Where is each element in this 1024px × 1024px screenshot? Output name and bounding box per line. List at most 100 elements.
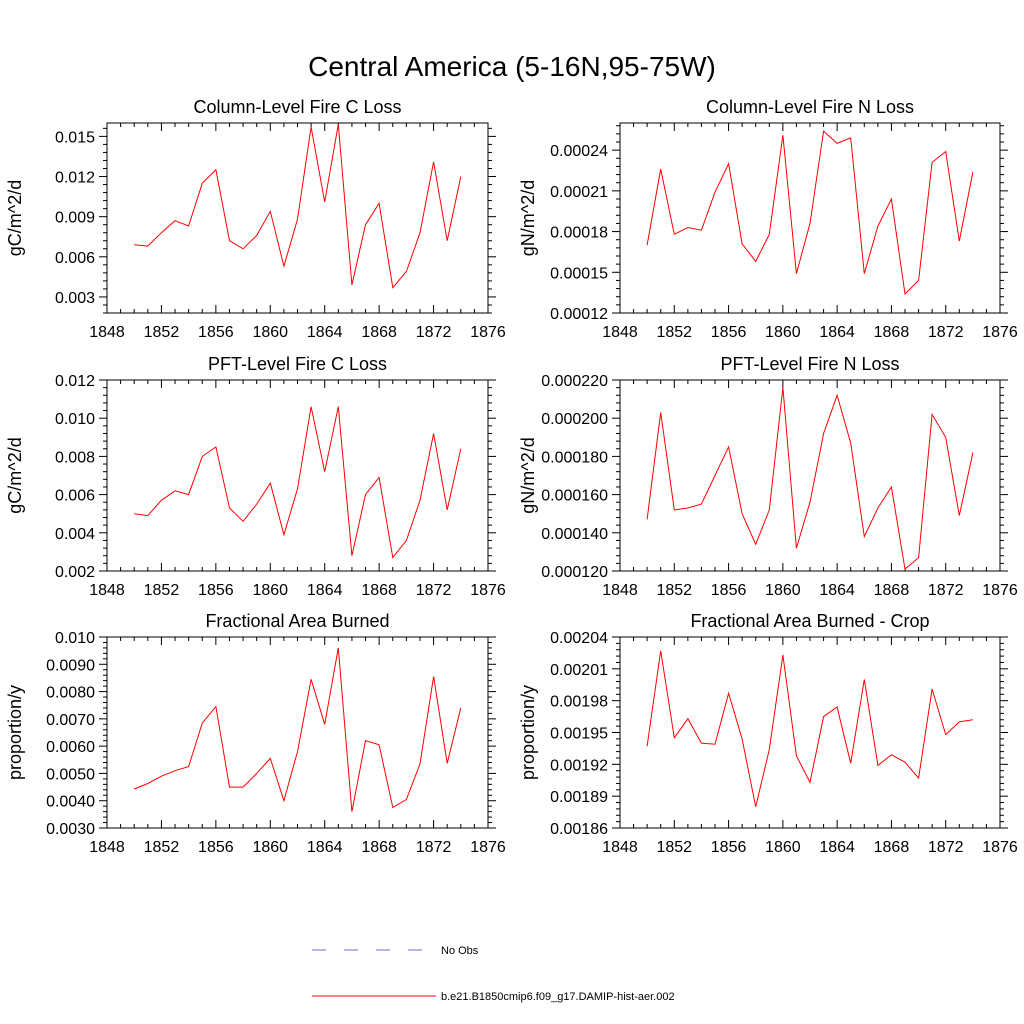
y-tick-label: 0.012 xyxy=(55,373,95,390)
y-tick-label: 0.00198 xyxy=(550,694,608,711)
x-tick-label: 1876 xyxy=(470,324,506,341)
y-tick-label: 0.00189 xyxy=(550,789,608,806)
panels: Column-Level Fire C Loss 1848 1852 1856 1860… xyxy=(5,97,1018,856)
y-tick-label: 0.00204 xyxy=(550,630,608,647)
y-tick-label: 0.006 xyxy=(55,488,95,505)
plot-frame xyxy=(106,379,489,572)
y-tick-label: 0.004 xyxy=(55,526,95,543)
x-tick-label: 1868 xyxy=(361,582,397,599)
legend-model-label: b.e21.B1850cmip6.f09_g17.DAMIP-hist-aer.… xyxy=(441,991,675,1003)
x-tick-label: 1864 xyxy=(819,839,855,856)
x-tick-label: 1856 xyxy=(198,582,234,599)
y-tick-label: 0.000220 xyxy=(541,373,608,390)
x-tick-label: 1848 xyxy=(602,839,638,856)
x-tick-label: 1864 xyxy=(819,324,855,341)
x-tick-label: 1852 xyxy=(656,582,692,599)
x-tick-label: 1860 xyxy=(765,324,801,341)
y-tick-label: 0.000160 xyxy=(541,488,608,505)
y-tick-label: 0.00021 xyxy=(550,184,608,201)
y-axis-label: proportion/y xyxy=(5,685,25,780)
y-axis-label: gC/m^2/d xyxy=(5,180,25,256)
y-tick-label: 0.010 xyxy=(55,411,95,428)
y-tick-label: 0.0070 xyxy=(46,712,95,729)
y-tick-label: 0.009 xyxy=(55,210,95,227)
panel-title: Column-Level Fire C Loss xyxy=(193,97,401,117)
panel-2: Column-Level Fire N Loss 1848 1852 1856 1860… xyxy=(518,97,1018,341)
y-axis-label: gN/m^2/d xyxy=(518,180,538,256)
x-tick-label: 1864 xyxy=(307,324,343,341)
x-tick-label: 1868 xyxy=(874,324,910,341)
y-tick-label: 0.00015 xyxy=(550,265,608,282)
x-tick-label: 1852 xyxy=(144,839,180,856)
series-line xyxy=(646,130,974,296)
plot-frame xyxy=(619,379,1001,572)
x-tick-label: 1872 xyxy=(928,324,964,341)
x-tick-label: 1876 xyxy=(982,839,1018,856)
x-tick-label: 1876 xyxy=(982,582,1018,599)
y-tick-label: 0.00192 xyxy=(550,757,608,774)
y-tick-label: 0.010 xyxy=(55,630,95,647)
legend-obs-label: No Obs xyxy=(441,945,479,957)
y-tick-label: 0.0080 xyxy=(46,685,95,702)
x-tick-label: 1864 xyxy=(307,839,343,856)
panel-5: Fractional Area Burned 1848 1852 1856 1860 18… xyxy=(5,611,506,856)
x-tick-label: 1868 xyxy=(361,324,397,341)
x-tick-label: 1872 xyxy=(416,839,452,856)
panel-title: Fractional Area Burned xyxy=(205,611,389,631)
plot-frame xyxy=(619,636,1001,829)
plot-frame xyxy=(106,636,489,829)
x-tick-label: 1868 xyxy=(874,839,910,856)
y-tick-label: 0.0050 xyxy=(46,766,95,783)
y-tick-label: 0.00186 xyxy=(550,821,608,838)
panel-title: PFT-Level Fire N Loss xyxy=(720,354,899,374)
x-tick-label: 1872 xyxy=(416,324,452,341)
y-tick-label: 0.00024 xyxy=(550,143,608,160)
x-tick-label: 1848 xyxy=(89,839,125,856)
x-tick-label: 1852 xyxy=(656,324,692,341)
legend: No Obs b.e21.B1850cmip6.f09_g17.DAMIP-hi… xyxy=(312,945,675,1003)
y-tick-label: 0.002 xyxy=(55,564,95,581)
y-tick-label: 0.015 xyxy=(55,129,95,146)
x-tick-label: 1856 xyxy=(711,324,747,341)
panel-title: PFT-Level Fire C Loss xyxy=(208,354,387,374)
figure-title: Central America (5-16N,95-75W) xyxy=(308,51,716,82)
y-tick-label: 0.00195 xyxy=(550,726,608,743)
x-tick-label: 1860 xyxy=(252,582,288,599)
y-tick-label: 0.0030 xyxy=(46,821,95,838)
panel-1: Column-Level Fire C Loss 1848 1852 1856 1860… xyxy=(5,97,506,341)
series-line xyxy=(134,406,462,559)
series-line xyxy=(646,650,973,807)
x-tick-label: 1872 xyxy=(416,582,452,599)
series-line xyxy=(646,387,974,571)
x-tick-label: 1868 xyxy=(874,582,910,599)
x-tick-label: 1856 xyxy=(711,839,747,856)
x-tick-label: 1864 xyxy=(819,582,855,599)
y-tick-label: 0.0090 xyxy=(46,657,95,674)
x-tick-label: 1852 xyxy=(144,582,180,599)
y-tick-label: 0.00201 xyxy=(550,662,608,679)
y-tick-label: 0.0060 xyxy=(46,739,95,756)
x-tick-label: 1848 xyxy=(89,582,125,599)
x-tick-label: 1872 xyxy=(928,839,964,856)
y-tick-label: 0.000120 xyxy=(541,564,608,581)
x-tick-label: 1848 xyxy=(602,582,638,599)
y-axis-label: gN/m^2/d xyxy=(518,437,538,513)
y-tick-label: 0.00012 xyxy=(550,306,608,323)
x-tick-label: 1860 xyxy=(252,839,288,856)
x-tick-label: 1876 xyxy=(470,582,506,599)
panel-4: PFT-Level Fire N Loss 1848 1852 1856 1860 186… xyxy=(518,354,1018,599)
x-tick-label: 1872 xyxy=(928,582,964,599)
series-line xyxy=(134,124,462,289)
x-tick-label: 1860 xyxy=(252,324,288,341)
y-tick-label: 0.0040 xyxy=(46,794,95,811)
y-tick-label: 0.006 xyxy=(55,250,95,267)
y-tick-label: 0.012 xyxy=(55,170,95,187)
y-axis-label: proportion/y xyxy=(518,685,538,780)
panel-3: PFT-Level Fire C Loss 1848 1852 1856 1860 186… xyxy=(5,354,506,599)
x-tick-label: 1852 xyxy=(144,324,180,341)
panel-6: Fractional Area Burned - Crop 1848 1852 185… xyxy=(518,611,1018,856)
x-tick-label: 1852 xyxy=(656,839,692,856)
panel-title: Fractional Area Burned - Crop xyxy=(690,611,929,631)
y-tick-label: 0.000200 xyxy=(541,411,608,428)
